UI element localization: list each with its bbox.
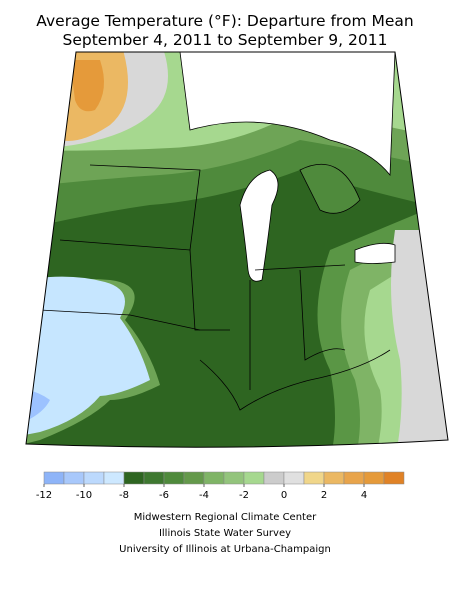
- legend-tick-label: -8: [119, 490, 129, 501]
- legend-swatch: [363, 471, 385, 485]
- legend-tick-label: -12: [36, 490, 52, 501]
- legend-swatch: [303, 471, 325, 485]
- legend-swatch: [223, 471, 245, 485]
- legend-swatch: [43, 471, 65, 485]
- legend-swatch: [183, 471, 205, 485]
- credit-line: University of Illinois at Urbana-Champai…: [119, 544, 331, 555]
- lake: [179, 52, 396, 177]
- legend-tick-label: -10: [76, 490, 92, 501]
- legend-swatch: [343, 471, 365, 485]
- state-line: [254, 264, 346, 271]
- legend-swatch: [283, 471, 305, 485]
- legend-tick-label: 0: [281, 490, 287, 501]
- legend-swatch: [323, 471, 345, 485]
- credit-line: Midwestern Regional Climate Center: [134, 512, 317, 523]
- legend-swatch: [163, 471, 185, 485]
- lake: [239, 169, 279, 282]
- region: [70, 60, 104, 112]
- legend-tick-label: -2: [239, 490, 249, 501]
- region: [26, 388, 50, 430]
- legend-swatch: [103, 471, 125, 485]
- title-line: Average Temperature (°F): Departure from…: [36, 12, 413, 30]
- state-line: [189, 249, 230, 331]
- state-line: [59, 164, 201, 251]
- peninsula: [299, 163, 361, 214]
- legend-tick-label: -6: [159, 490, 169, 501]
- legend-swatch: [263, 471, 285, 485]
- state-line: [199, 349, 391, 411]
- legend-tick-label: 4: [361, 490, 367, 501]
- map-frame: [25, 51, 449, 448]
- legend-swatch: [243, 471, 265, 485]
- map-area: [26, 52, 448, 448]
- legend-swatch: [123, 471, 145, 485]
- credit-line: Illinois State Water Survey: [159, 528, 291, 539]
- legend-swatch: [383, 471, 405, 485]
- state-line: [299, 269, 346, 361]
- legend-swatch: [143, 471, 165, 485]
- legend-swatch: [203, 471, 225, 485]
- legend-swatch: [63, 471, 85, 485]
- state-line: [39, 309, 201, 331]
- lake: [354, 242, 396, 264]
- legend-tick-label: -4: [199, 490, 209, 501]
- legend: -12 -10 -8 -6 -4 -2 0 2 4: [36, 471, 405, 501]
- title-line: September 4, 2011 to September 9, 2011: [63, 31, 388, 49]
- legend-swatch: [83, 471, 105, 485]
- legend-tick-label: 2: [321, 490, 327, 501]
